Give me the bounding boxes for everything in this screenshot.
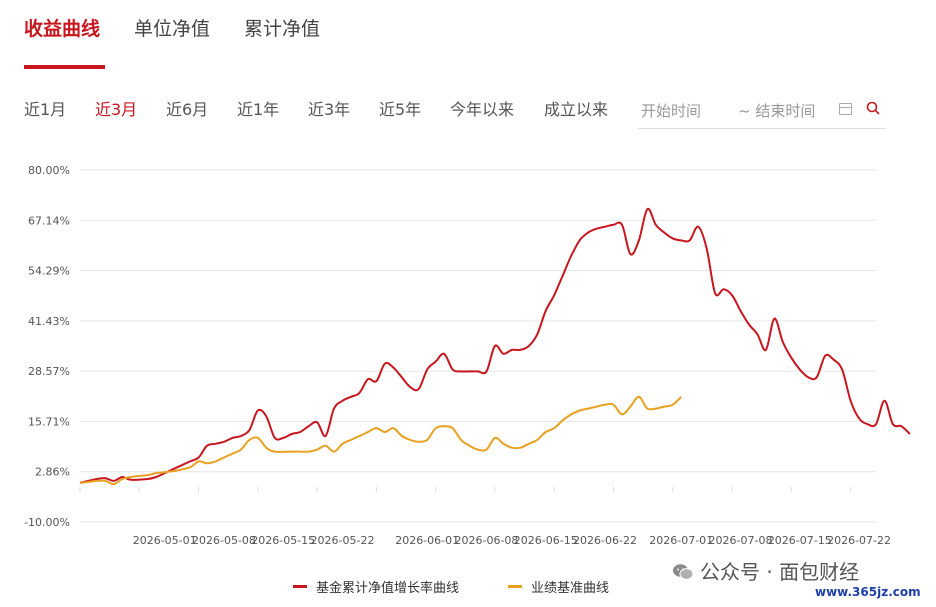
y-tick-label: 15.71%	[28, 415, 70, 428]
x-tick-label: 2026-05-22	[311, 534, 375, 547]
y-tick-label: 41.43%	[28, 315, 70, 328]
x-tick-label: 2026-07-15	[768, 534, 832, 547]
y-tick-label: 80.00%	[28, 164, 70, 177]
legend-benchmark[interactable]: 业绩基准曲线	[508, 577, 610, 596]
range-since-inception[interactable]: 成立以来	[544, 100, 609, 119]
y-tick-label: -10.00%	[24, 516, 70, 529]
y-tick-label: 67.14%	[28, 214, 70, 227]
range-3m[interactable]: 近3月	[95, 100, 138, 119]
y-tick-label: 54.29%	[28, 265, 70, 278]
tab-return-curve[interactable]: 收益曲线	[24, 18, 101, 40]
range-1y[interactable]: 近1年	[237, 100, 280, 119]
range-ytd[interactable]: 今年以来	[450, 100, 515, 119]
y-axis-labels: 80.00% 67.14% 54.29% 41.43% 28.57% 15.71% 2.86…	[24, 164, 70, 529]
legend-fund-swatch	[293, 585, 307, 588]
x-tick-label: 2026-05-15	[251, 534, 315, 547]
x-tick-label: 2026-07-08	[709, 534, 773, 547]
range-5y[interactable]: 近5年	[379, 100, 422, 119]
x-tick-label: 2026-06-08	[454, 534, 518, 547]
legend-benchmark-label: 业绩基准曲线	[531, 581, 610, 596]
benchmark-line	[79, 395, 682, 486]
return-chart: 80.00% 67.14% 54.29% 41.43% 28.57% 15.71% 2.86…	[24, 164, 911, 547]
end-date-input[interactable]: ~ 结束时间	[738, 102, 816, 120]
grid-lines	[80, 169, 876, 523]
x-tick-label: 2026-05-08	[192, 534, 256, 547]
tab-cumulative-nav[interactable]: 累计净值	[244, 18, 321, 40]
legend-fund-label: 基金累计净值增长率曲线	[316, 581, 460, 596]
range-3y[interactable]: 近3年	[308, 100, 351, 119]
x-tick-label: 2026-07-01	[649, 534, 713, 547]
range-selector: 近1月 近3月 近6月 近1年 近3年 近5年 今年以来 成立以来	[0, 96, 936, 126]
x-tick-label: 2026-06-22	[573, 534, 637, 547]
active-tab-underline	[24, 65, 105, 69]
date-range-picker[interactable]: 开始时间 ~ 结束时间	[638, 92, 886, 129]
watermark: 公众号 · 面包财经	[672, 556, 859, 585]
fund-return-line	[79, 207, 911, 484]
legend-benchmark-swatch	[508, 585, 522, 588]
range-6m[interactable]: 近6月	[166, 100, 209, 119]
y-tick-label: 28.57%	[28, 365, 70, 378]
start-date-input[interactable]: 开始时间	[641, 102, 702, 120]
y-tick-label: 2.86%	[35, 466, 70, 479]
series-lines	[79, 207, 911, 486]
watermark-text: 公众号 · 面包财经	[700, 560, 860, 584]
legend-fund[interactable]: 基金累计净值增长率曲线	[293, 577, 460, 596]
x-tick-label: 2026-06-15	[514, 534, 578, 547]
x-tick-label: 2026-07-22	[827, 534, 891, 547]
search-icon[interactable]	[866, 101, 880, 115]
x-axis-labels: 2026-05-012026-05-082026-05-152026-05-22…	[79, 487, 891, 547]
watermark-url: www.365jz.com	[815, 585, 921, 599]
range-1m[interactable]: 近1月	[24, 100, 67, 119]
wechat-logo-icon	[673, 563, 694, 580]
tab-unit-nav[interactable]: 单位净值	[134, 18, 211, 40]
x-tick-label: 2026-06-01	[395, 534, 459, 547]
calendar-icon[interactable]	[839, 103, 852, 115]
x-tick-label: 2026-05-01	[133, 534, 197, 547]
